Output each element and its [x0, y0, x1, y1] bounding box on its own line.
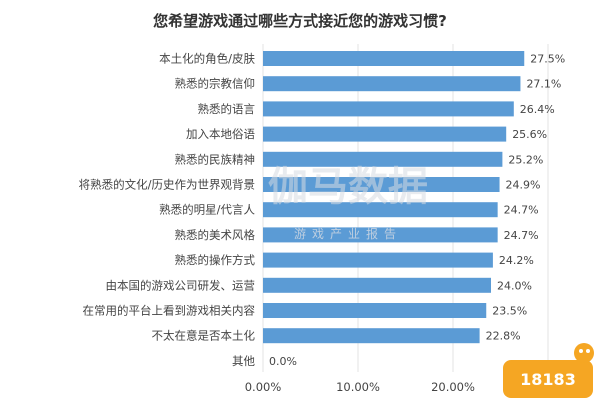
watermark: 伽马数据 游戏产业报告 [268, 164, 428, 241]
bar [263, 227, 498, 243]
category-label: 熟悉的明星/代言人 [159, 203, 255, 217]
value-label: 24.2% [499, 254, 534, 267]
badge-logo: 18183 [503, 343, 594, 398]
bar [263, 303, 487, 318]
bar [263, 328, 480, 344]
bar [263, 51, 525, 66]
value-label: 24.7% [504, 229, 539, 242]
bar [263, 151, 503, 167]
badge-text: 18183 [520, 370, 576, 389]
x-tick-label: 0.00% [245, 380, 282, 394]
value-label: 23.5% [492, 305, 527, 318]
value-label: 0.0% [269, 355, 297, 368]
value-label: 26.4% [520, 103, 555, 116]
watermark-main: 伽马数据 [268, 164, 428, 210]
value-label: 27.1% [526, 78, 561, 91]
value-label: 25.2% [508, 153, 543, 166]
category-label: 熟悉的美术风格 [175, 228, 256, 242]
category-label: 将熟悉的文化/历史作为世界观背景 [79, 178, 255, 192]
category-label: 在常用的平台上看到游戏相关内容 [83, 304, 256, 318]
category-label: 熟悉的语言 [198, 102, 256, 116]
category-label: 加入本地俗语 [186, 127, 255, 141]
value-labels: 27.5% 27.1% 26.4% 25.6% 25.2% 24.9% 24.7% 24.7%… [269, 53, 565, 368]
value-label: 24.0% [497, 279, 532, 292]
x-tick-label: 10.00% [336, 380, 380, 394]
x-tick-label: 20.00% [431, 380, 475, 394]
badge-background [503, 360, 593, 398]
bar [263, 202, 498, 218]
value-label: 22.8% [486, 330, 521, 343]
bar [263, 76, 521, 92]
value-label: 25.6% [512, 128, 547, 141]
bar [263, 277, 491, 293]
badge-mascot-eye [579, 349, 583, 353]
category-label: 本土化的角色/皮肤 [159, 52, 255, 66]
category-labels: 本土化的角色/皮肤熟悉的宗教信仰熟悉的语言加入本地俗语熟悉的民族精神将熟悉的文化… [79, 52, 256, 368]
category-label: 熟悉的宗教信仰 [175, 77, 256, 91]
badge-mascot-eye-2 [586, 349, 590, 353]
bar [263, 177, 500, 192]
bars [263, 51, 525, 344]
bar [263, 252, 493, 268]
category-label: 熟悉的民族精神 [175, 152, 256, 166]
value-label: 27.5% [530, 53, 565, 66]
category-label: 熟悉的操作方式 [175, 253, 256, 267]
category-label: 由本国的游戏公司研发、运营 [106, 278, 256, 292]
watermark-sub: 游戏产业报告 [294, 226, 402, 241]
bar [263, 126, 507, 142]
chart-title: 您希望游戏通过哪些方式接近您的游戏习惯? [152, 12, 447, 30]
bar [263, 101, 514, 117]
category-label: 其他 [232, 354, 255, 368]
value-label: 24.9% [506, 179, 541, 192]
badge-mascot-icon [574, 343, 594, 363]
value-label: 24.7% [504, 204, 539, 217]
category-label: 不太在意是否本土化 [152, 329, 256, 343]
